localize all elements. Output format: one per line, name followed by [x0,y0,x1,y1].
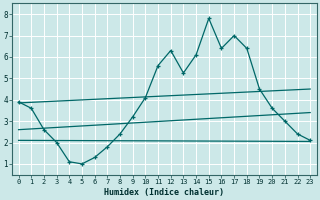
X-axis label: Humidex (Indice chaleur): Humidex (Indice chaleur) [104,188,224,197]
